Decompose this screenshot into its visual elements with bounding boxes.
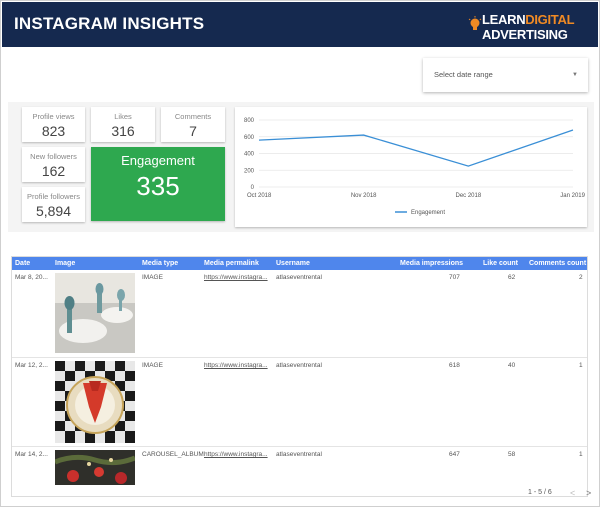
series-line-engagement: [258, 129, 574, 167]
date-range-label: Select date range: [434, 70, 493, 79]
logo-word-learn: LEARN: [482, 12, 526, 27]
scorecard-value: 5,894: [35, 203, 72, 219]
brand-logo: LEARNDIGITAL ADVERTISING: [468, 10, 588, 44]
table-row[interactable]: Mar 12, 2... IMAGE: [12, 358, 587, 447]
cell-like-count: 40: [508, 362, 516, 369]
engagement-chart-card: 800 600 400 200 0 Oct 2018 Nov 2018 Dec 2018 Jan…: [235, 107, 587, 227]
y-tick-label: 800: [244, 118, 255, 124]
table-row[interactable]: Mar 8, 20... IMAGE https://www.instagra.…: [12, 270, 587, 358]
logo-word-advertising: ADVERTISING: [482, 27, 568, 42]
scorecard-likes: Likes 316: [91, 107, 155, 142]
col-header-date[interactable]: Date: [15, 260, 31, 267]
scorecard-label: Profile views: [32, 112, 75, 121]
scorecard-label: Likes: [114, 112, 132, 121]
date-range-selector[interactable]: Select date range ▼: [423, 58, 588, 92]
cell-impressions: 647: [449, 451, 460, 458]
y-tick-label: 0: [251, 185, 255, 191]
cell-permalink[interactable]: https://www.instagra...: [204, 274, 268, 281]
media-thumbnail-image[interactable]: [55, 273, 135, 353]
prev-page-icon[interactable]: <: [570, 488, 576, 498]
scorecard-label: New followers: [30, 152, 77, 161]
cell-media-type: CAROUSEL_ALBUM: [142, 451, 204, 458]
cell-media-type: IMAGE: [142, 274, 163, 281]
col-header-permalink[interactable]: Media permalink: [204, 260, 259, 267]
scorecard-profile-views: Profile views 823: [22, 107, 85, 142]
scorecard-new-followers: New followers 162: [22, 147, 85, 182]
scorecard-comments: Comments 7: [161, 107, 225, 142]
y-tick-label: 600: [244, 135, 255, 141]
scorecard-value: 316: [111, 123, 135, 139]
cell-impressions: 618: [449, 362, 460, 369]
table-setting-photo: [55, 273, 135, 353]
y-tick-label: 400: [244, 152, 255, 158]
cell-date: Mar 12, 2...: [15, 362, 48, 369]
scorecard-value: 7: [189, 123, 197, 139]
lightbulb-icon: [468, 16, 482, 30]
scorecard-profile-followers: Profile followers 5,894: [22, 187, 85, 222]
scorecard-label: Engagement: [121, 153, 195, 168]
next-page-icon[interactable]: >: [586, 488, 592, 498]
cell-permalink[interactable]: https://www.instagra...: [204, 451, 268, 458]
table-pager: 1 - 5 / 6 < >: [528, 488, 591, 498]
page-title: INSTAGRAM INSIGHTS: [14, 14, 205, 33]
col-header-impressions[interactable]: Media impressions: [400, 260, 464, 267]
pager-range: 1 - 5 / 6: [528, 489, 552, 496]
engagement-line-chart: 800 600 400 200 0 Oct 2018 Nov 2018 Dec 2018 Jan…: [244, 118, 586, 216]
legend-label: Engagement: [411, 210, 445, 216]
y-tick-label: 200: [244, 168, 255, 174]
ornament-tree-photo: [55, 450, 135, 485]
col-header-comments-count[interactable]: Comments count: [529, 260, 587, 267]
cell-username: atlaseventrental: [276, 362, 322, 369]
cell-date: Mar 14, 2...: [15, 451, 48, 458]
x-tick-label: Nov 2018: [351, 193, 377, 199]
media-thumbnail-image[interactable]: [55, 450, 135, 485]
cell-like-count: 58: [508, 451, 516, 458]
logo-word-digital: DIGITAL: [525, 12, 575, 27]
col-header-username[interactable]: Username: [276, 260, 310, 267]
col-header-image[interactable]: Image: [55, 260, 76, 267]
cell-impressions: 707: [449, 274, 460, 281]
cell-like-count: 62: [508, 274, 516, 281]
cell-media-type: IMAGE: [142, 362, 163, 369]
checkered-plate-photo: [55, 361, 135, 443]
cell-comments-count: 1: [579, 362, 583, 369]
x-tick-label: Jan 2019: [560, 193, 585, 199]
scorecard-engagement: Engagement 335: [91, 147, 225, 221]
x-tick-label: Dec 2018: [455, 193, 481, 199]
media-table: Date Image Media type Media permalink Us…: [11, 256, 591, 498]
x-tick-label: Oct 2018: [247, 193, 272, 199]
header-bar: INSTAGRAM INSIGHTS LEARNDIGITAL ADVERTIS…: [2, 2, 598, 47]
scorecard-value: 162: [41, 163, 66, 179]
cell-comments-count: 2: [579, 274, 583, 281]
table-header: Date Image Media type Media permalink Us…: [12, 257, 587, 270]
cell-permalink[interactable]: https://www.instagra...: [204, 362, 268, 369]
col-header-like-count[interactable]: Like count: [483, 260, 519, 267]
scorecard-value: 335: [136, 171, 180, 201]
scorecard-label: Comments: [174, 112, 212, 121]
scorecard-label: Profile followers: [27, 192, 80, 201]
cell-username: atlaseventrental: [276, 274, 322, 281]
col-header-media-type[interactable]: Media type: [142, 260, 179, 267]
scorecard-value: 823: [41, 123, 66, 139]
media-thumbnail-image[interactable]: [55, 361, 135, 443]
cell-comments-count: 1: [579, 451, 583, 458]
cell-date: Mar 8, 20...: [15, 274, 48, 281]
cell-username: atlaseventrental: [276, 451, 322, 458]
table-row[interactable]: Mar 14, 2... CAROUSEL_ALBUM https://www.…: [12, 447, 587, 485]
dropdown-caret-icon: ▼: [572, 72, 578, 78]
